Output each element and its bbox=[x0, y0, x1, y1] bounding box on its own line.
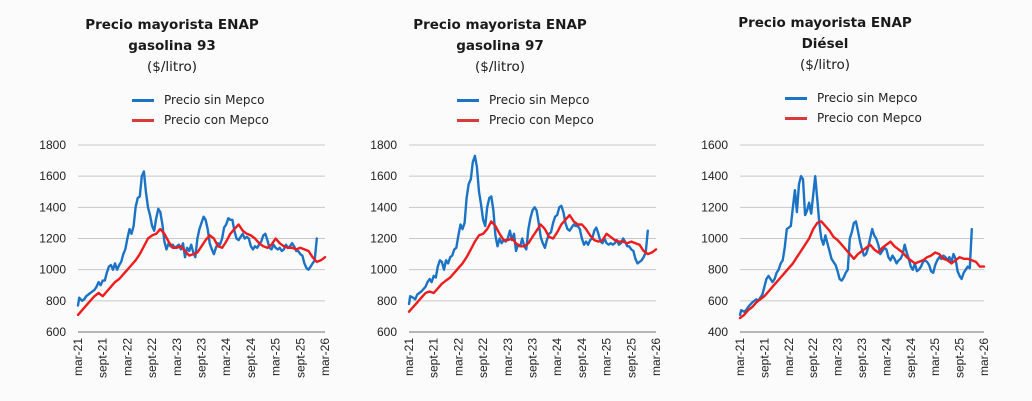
y-tick-label: 600 bbox=[708, 294, 728, 308]
y-tick-label: 1400 bbox=[701, 169, 728, 183]
series-line-con-mepco bbox=[407, 213, 658, 313]
chart-legend: Precio sin Mepco Precio con Mepco bbox=[132, 90, 269, 130]
x-tick-label: sept-21 bbox=[757, 338, 771, 378]
chart-title-line-2: gasolina 93 bbox=[128, 38, 216, 54]
x-tick-label: mar-21 bbox=[402, 338, 416, 376]
y-tick-label: 800 bbox=[46, 294, 66, 308]
x-tick-label: sept-23 bbox=[855, 338, 869, 378]
legend-item-sin-mepco: Precio sin Mepco bbox=[457, 90, 594, 110]
y-tick-label: 1000 bbox=[701, 232, 728, 246]
y-tick-label: 1600 bbox=[370, 169, 397, 183]
x-tick-label: mar-25 bbox=[269, 338, 283, 376]
x-tick-label: mar-22 bbox=[451, 338, 465, 376]
x-tick-label: mar-23 bbox=[170, 338, 184, 376]
chart-title: Precio mayorista ENAP gasolina 97 ($/lit… bbox=[328, 15, 672, 78]
legend-swatch-blue bbox=[785, 96, 807, 100]
legend-label: Precio sin Mepco bbox=[489, 93, 590, 107]
x-tick-label: sept-25 bbox=[953, 338, 967, 378]
legend-item-con-mepco: Precio con Mepco bbox=[457, 110, 594, 130]
chart-panel-gasolina-97: Precio mayorista ENAP gasolina 97 ($/lit… bbox=[344, 0, 688, 401]
x-tick-label: mar-25 bbox=[928, 338, 942, 376]
x-tick-label: mar-21 bbox=[71, 338, 85, 376]
x-tick-label: mar-22 bbox=[120, 338, 134, 376]
x-tick-label: sept-22 bbox=[145, 338, 159, 378]
x-tick-label: sept-24 bbox=[904, 338, 918, 378]
legend-item-con-mepco: Precio con Mepco bbox=[132, 110, 269, 130]
y-tick-label: 400 bbox=[708, 325, 728, 339]
chart-panel-gasolina-93: Precio mayorista ENAP gasolina 93 ($/lit… bbox=[0, 0, 344, 401]
x-tick-label: mar-24 bbox=[219, 338, 233, 376]
y-tick-label: 1200 bbox=[701, 200, 728, 214]
y-tick-label: 1800 bbox=[39, 138, 66, 152]
x-tick-label: mar-22 bbox=[782, 338, 796, 376]
x-tick-label: sept-22 bbox=[806, 338, 820, 378]
chart-title-line-3: ($/litro) bbox=[147, 59, 197, 75]
x-tick-label: mar-21 bbox=[733, 338, 747, 376]
x-tick-label: sept-25 bbox=[293, 338, 307, 378]
y-tick-label: 1400 bbox=[370, 200, 397, 214]
y-tick-label: 1200 bbox=[39, 232, 66, 246]
x-tick-label: mar-23 bbox=[831, 338, 845, 376]
legend-label: Precio con Mepco bbox=[489, 113, 594, 127]
x-tick-label: mar-26 bbox=[318, 338, 332, 376]
y-tick-label: 800 bbox=[377, 294, 397, 308]
y-tick-label: 1000 bbox=[370, 263, 397, 277]
chart-title-line-1: Precio mayorista ENAP bbox=[738, 15, 912, 31]
chart-plot: 600 800 1000 1200 1400 1600 1800 mar-21 sept-21 m… bbox=[370, 138, 663, 378]
legend-swatch-red bbox=[132, 118, 154, 122]
legend-swatch-red bbox=[457, 118, 479, 122]
series-line-sin-mepco bbox=[738, 174, 973, 317]
legend-swatch-blue bbox=[132, 98, 154, 102]
legend-swatch-blue bbox=[457, 98, 479, 102]
legend-item-con-mepco: Precio con Mepco bbox=[785, 108, 922, 128]
y-tick-label: 1000 bbox=[39, 263, 66, 277]
y-tick-label: 1400 bbox=[39, 200, 66, 214]
legend-label: Precio con Mepco bbox=[817, 111, 922, 125]
chart-title: Precio mayorista ENAP Diésel ($/litro) bbox=[653, 13, 997, 76]
chart-panel-diesel: Precio mayorista ENAP Diésel ($/litro) P… bbox=[688, 0, 1032, 401]
x-tick-label: sept-21 bbox=[427, 338, 441, 378]
x-tick-label: mar-23 bbox=[501, 338, 515, 376]
x-tick-label: sept-23 bbox=[195, 338, 209, 378]
series-line-sin-mepco bbox=[407, 154, 649, 306]
series-line-con-mepco bbox=[76, 223, 327, 317]
legend-item-sin-mepco: Precio sin Mepco bbox=[132, 90, 269, 110]
chart-title-line-3: ($/litro) bbox=[800, 57, 850, 73]
y-tick-label: 600 bbox=[377, 325, 397, 339]
x-tick-label: mar-25 bbox=[600, 338, 614, 376]
y-tick-label: 800 bbox=[708, 263, 728, 277]
x-tick-label: sept-24 bbox=[575, 338, 589, 378]
x-tick-label: mar-24 bbox=[879, 338, 893, 376]
x-tick-label: mar-26 bbox=[649, 338, 663, 376]
chart-title-line-2: Diésel bbox=[801, 36, 849, 52]
x-tick-label: sept-25 bbox=[624, 338, 638, 378]
series-line-con-mepco bbox=[738, 220, 986, 320]
x-tick-label: mar-26 bbox=[977, 338, 991, 376]
x-tick-label: sept-22 bbox=[476, 338, 490, 378]
chart-plot: 600 800 1000 1200 1400 1600 1800 mar-21 sept-21 m… bbox=[39, 138, 332, 378]
x-tick-label: sept-24 bbox=[244, 338, 258, 378]
legend-label: Precio con Mepco bbox=[164, 113, 269, 127]
y-tick-label: 600 bbox=[46, 325, 66, 339]
y-tick-label: 1800 bbox=[370, 138, 397, 152]
y-tick-label: 1600 bbox=[701, 138, 728, 152]
x-tick-label: sept-21 bbox=[96, 338, 110, 378]
x-tick-label: mar-24 bbox=[550, 338, 564, 376]
legend-label: Precio sin Mepco bbox=[817, 91, 918, 105]
legend-item-sin-mepco: Precio sin Mepco bbox=[785, 88, 922, 108]
legend-label: Precio sin Mepco bbox=[164, 93, 265, 107]
y-tick-label: 1600 bbox=[39, 169, 66, 183]
chart-title: Precio mayorista ENAP gasolina 93 ($/lit… bbox=[0, 15, 344, 78]
chart-title-line-1: Precio mayorista ENAP bbox=[413, 17, 587, 33]
chart-plot: 400 600 800 1000 1200 1400 1600 mar-21 sept-21 ma… bbox=[701, 138, 991, 378]
y-tick-label: 1200 bbox=[370, 232, 397, 246]
legend-swatch-red bbox=[785, 116, 807, 120]
series-line-sin-mepco bbox=[76, 170, 318, 307]
x-tick-label: sept-23 bbox=[526, 338, 540, 378]
chart-title-line-1: Precio mayorista ENAP bbox=[85, 17, 259, 33]
chart-legend: Precio sin Mepco Precio con Mepco bbox=[457, 90, 594, 130]
chart-title-line-3: ($/litro) bbox=[475, 59, 525, 75]
chart-legend: Precio sin Mepco Precio con Mepco bbox=[785, 88, 922, 128]
chart-title-line-2: gasolina 97 bbox=[456, 38, 544, 54]
